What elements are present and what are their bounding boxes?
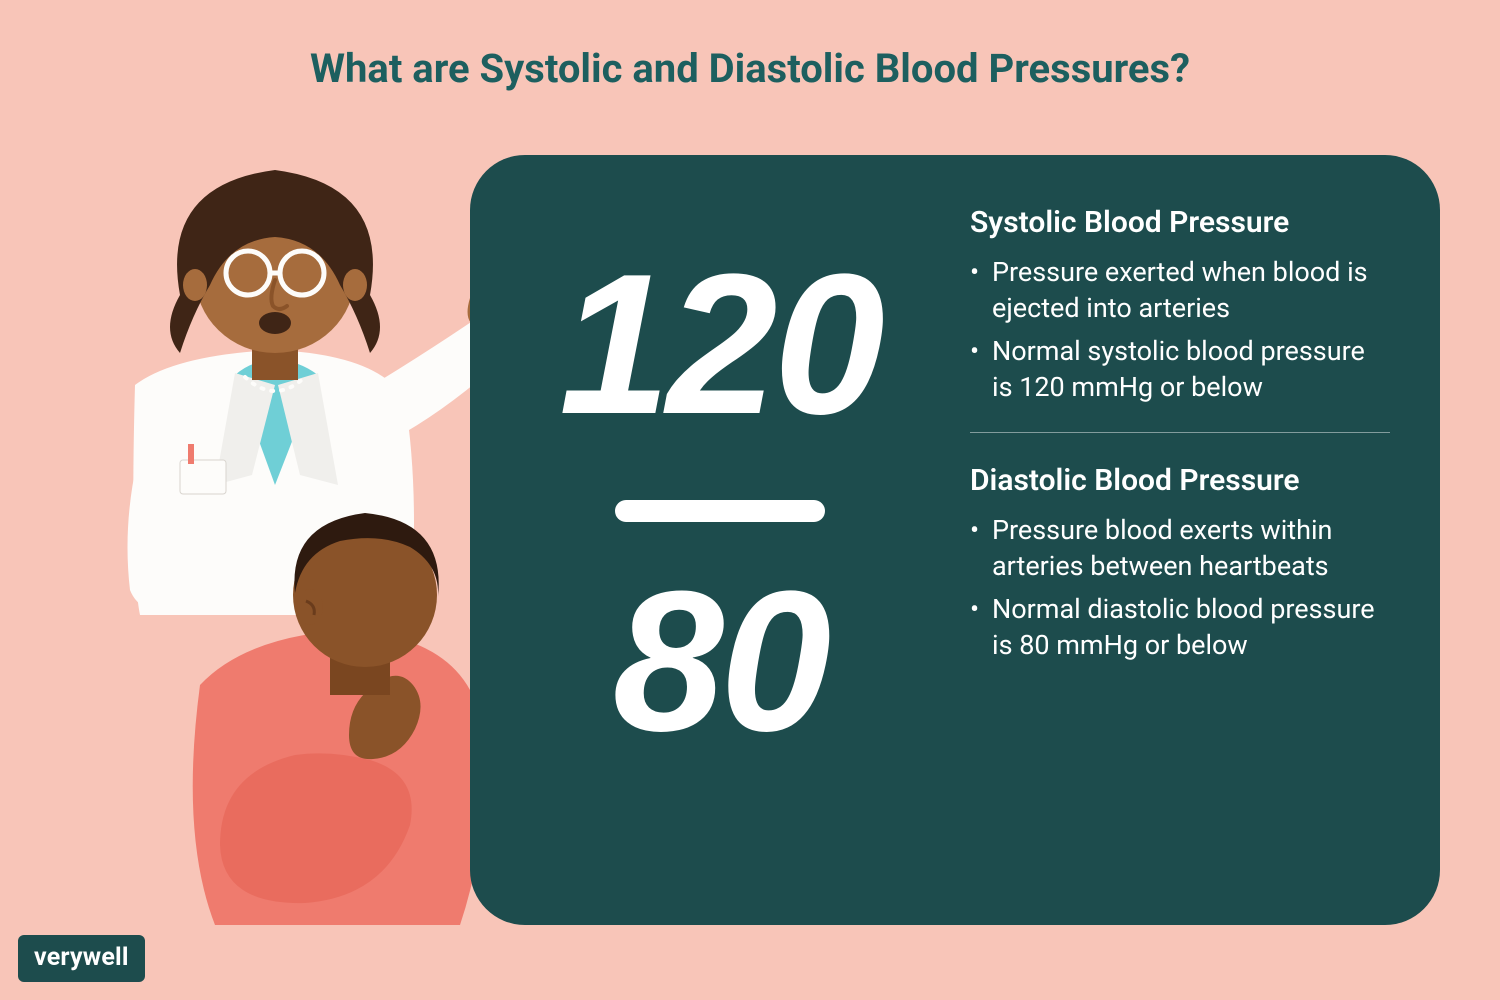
- diastolic-bullets: Pressure blood exerts within arteries be…: [970, 512, 1390, 664]
- systolic-bullet: Pressure exerted when blood is ejected i…: [970, 254, 1390, 327]
- systolic-bullets: Pressure exerted when blood is ejected i…: [970, 254, 1390, 406]
- systolic-heading: Systolic Blood Pressure: [970, 205, 1390, 240]
- text-column: Systolic Blood Pressure Pressure exerted…: [970, 205, 1390, 690]
- diastolic-bullet: Pressure blood exerts within arteries be…: [970, 512, 1390, 585]
- diastolic-bullet: Normal diastolic blood pressure is 80 mm…: [970, 591, 1390, 664]
- brand-logo: verywell: [18, 935, 145, 982]
- bp-fraction: 120 80: [530, 215, 910, 762]
- infographic-canvas: What are Systolic and Diastolic Blood Pr…: [0, 0, 1500, 1000]
- diastolic-number: 80: [530, 562, 910, 762]
- diastolic-block: Diastolic Blood Pressure Pressure blood …: [970, 463, 1390, 664]
- diastolic-heading: Diastolic Blood Pressure: [970, 463, 1390, 498]
- page-title: What are Systolic and Diastolic Blood Pr…: [0, 45, 1500, 92]
- systolic-block: Systolic Blood Pressure Pressure exerted…: [970, 205, 1390, 406]
- info-panel: 120 80 Systolic Blood Pressure Pressure …: [470, 155, 1440, 925]
- systolic-number: 120: [530, 245, 910, 445]
- systolic-bullet: Normal systolic blood pressure is 120 mm…: [970, 333, 1390, 406]
- section-separator: [970, 432, 1390, 433]
- fraction-bar: [615, 500, 825, 522]
